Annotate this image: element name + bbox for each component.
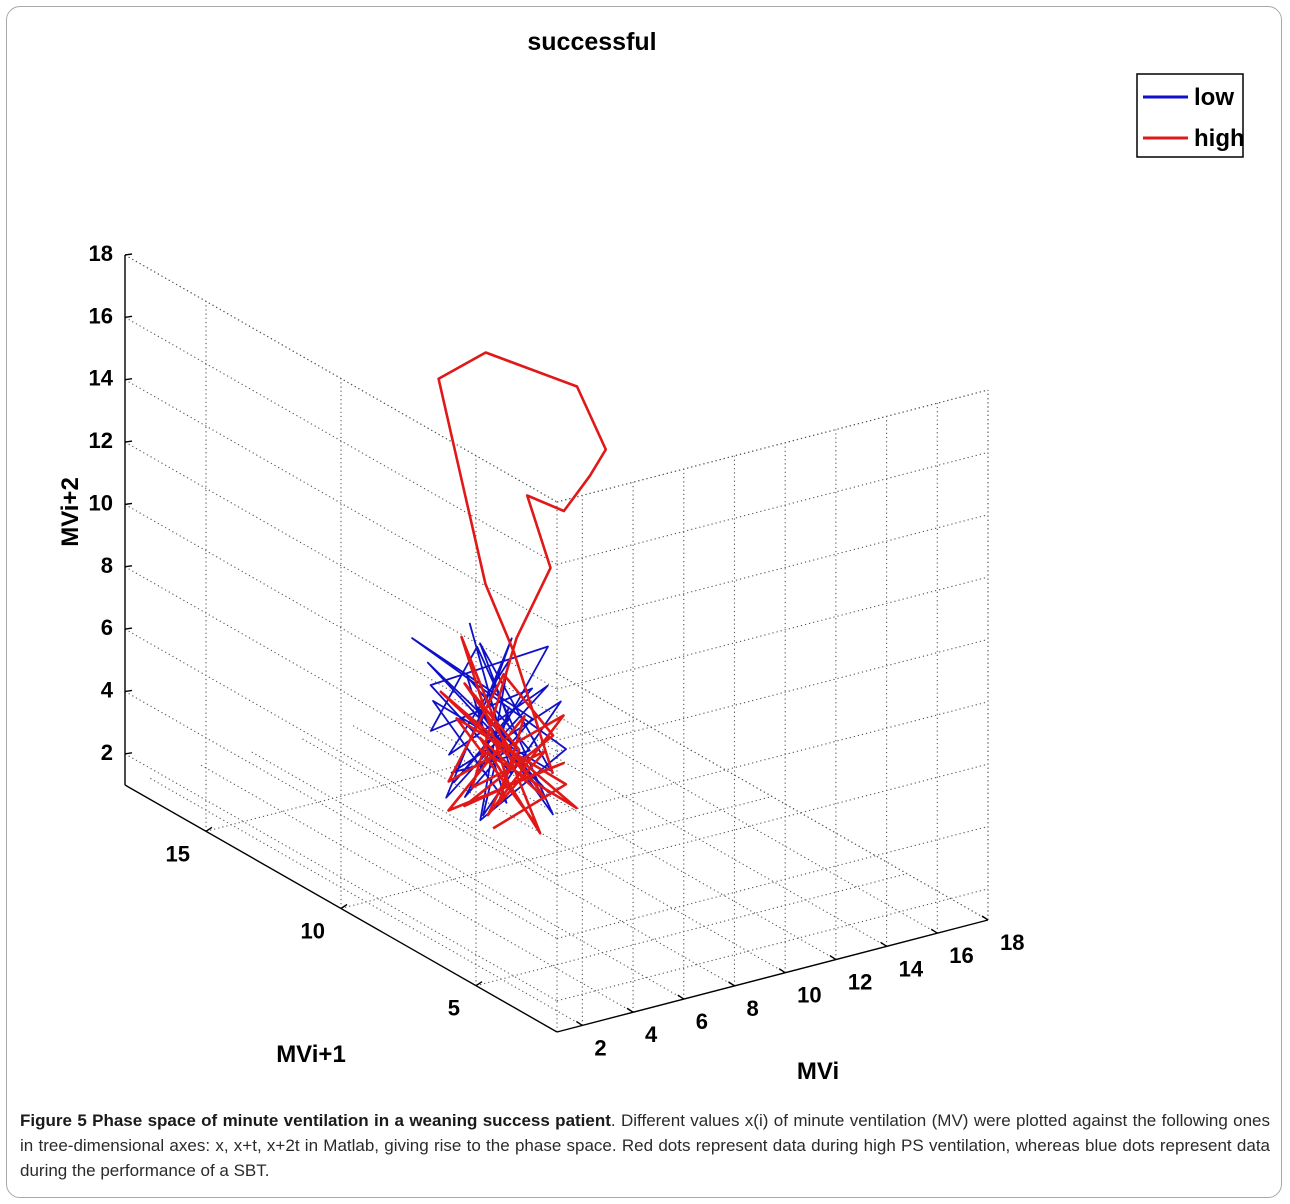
legend-box (1136, 73, 1244, 158)
x-tick-mark-5 (829, 954, 837, 961)
legend-label-low: low (1194, 84, 1234, 111)
z-tick-label-5: 12 (89, 428, 113, 453)
z-tick-mark-2 (124, 627, 133, 630)
series-line-high (437, 351, 608, 835)
legend: low high (1136, 73, 1245, 158)
grid-line-left-z-3 (124, 566, 558, 815)
y-tick-mark-2 (205, 826, 213, 832)
z-tick-label-0: 2 (101, 740, 113, 765)
grid-line-floor-x-7 (505, 685, 938, 934)
z-tick-mark-7 (124, 315, 133, 319)
y-tick-label-0: 5 (448, 996, 460, 1021)
grid-line-back-z-2 (556, 763, 989, 877)
z-tick-mark-5 (124, 440, 133, 443)
x-tick-label-8: 18 (1000, 930, 1024, 955)
phase-space-chart: 2 4 6 8 10 12 14 16 18 5 10 15 2 4 6 8 10 12 14 16 18 succes… (57, 28, 1245, 1085)
z-tick-label-7: 16 (89, 303, 113, 328)
z-tick-mark-4 (124, 502, 133, 506)
grid-line-floor-y-0 (475, 873, 908, 987)
x-tick-label-6: 14 (899, 956, 924, 981)
grid-line-back-z-3 (556, 701, 989, 815)
axes-layer: 2 4 6 8 10 12 14 16 18 5 10 15 2 4 6 8 10 12 14 16 18 (89, 241, 1025, 1060)
grid-line-left-z-0 (124, 753, 558, 1002)
x-tick-label-2: 6 (696, 1009, 708, 1034)
z-tick-label-6: 14 (89, 366, 114, 391)
y-tick-mark-1 (340, 903, 348, 910)
box-edge-top-back (556, 389, 989, 503)
caption-text: . Different values x(i) of minute ventil… (20, 1111, 1270, 1180)
grid-line-back-z-1 (556, 825, 989, 940)
figure-caption: Figure 5 Phase space of minute ventilati… (20, 1108, 1270, 1183)
z-tick-label-1: 4 (101, 677, 114, 702)
x-tick-mark-0 (575, 1020, 583, 1026)
x-tick-mark-6 (880, 941, 887, 947)
series-layer (411, 351, 608, 835)
x-tick-mark-4 (778, 968, 786, 974)
x-tick-mark-8 (981, 915, 989, 921)
grid-line-left-z-4 (124, 503, 558, 752)
x-axis-label: MVi (797, 1058, 839, 1085)
grid-line-floor-x-3 (302, 738, 735, 987)
x-tick-label-7: 16 (949, 943, 973, 968)
y-axis-label: MVi+1 (276, 1041, 346, 1068)
grid-line-back-z-0 (556, 888, 989, 1002)
x-axis-line (556, 919, 989, 1033)
z-tick-label-2: 6 (101, 615, 113, 640)
grid-line-floor-x-5 (403, 712, 837, 961)
box-edge-floor-right (555, 672, 989, 921)
z-tick-mark-3 (124, 565, 133, 568)
figure-frame (6, 6, 1282, 1198)
z-tick-mark-6 (124, 378, 133, 381)
grid-line-left-z-2 (124, 628, 558, 877)
grid-line-back-z-7 (556, 451, 989, 565)
y-tick-mark-0 (475, 981, 483, 987)
z-tick-label-3: 8 (101, 553, 113, 578)
y-tick-label-1: 10 (301, 919, 325, 944)
caption-title: Figure 5 Phase space of minute ventilati… (20, 1111, 611, 1130)
x-tick-label-4: 10 (797, 983, 821, 1008)
x-tick-mark-2 (677, 994, 685, 1000)
z-axis-label: MVi+2 (57, 477, 84, 547)
grid-layer (124, 254, 989, 1032)
x-tick-label-3: 8 (746, 996, 758, 1021)
grid-line-floor-x-1 (200, 764, 634, 1013)
z-tick-label-8: 18 (89, 241, 113, 266)
grid-line-left-z-7 (124, 316, 558, 565)
box-edge-top-left (124, 254, 558, 503)
chart-title: successful (527, 28, 656, 56)
z-tick-mark-8 (124, 253, 133, 256)
grid-line-back-z-6 (556, 514, 989, 628)
x-tick-label-5: 12 (848, 970, 872, 995)
grid-line-floor-y-1 (340, 795, 773, 910)
legend-label-high: high (1194, 125, 1245, 152)
y-tick-label-2: 15 (166, 841, 190, 866)
grid-line-left-z-1 (124, 690, 558, 939)
z-tick-mark-1 (124, 689, 133, 693)
z-tick-mark-0 (124, 752, 133, 755)
grid-line-back-z-5 (556, 576, 989, 690)
grid-line-back-z-4 (556, 638, 989, 752)
x-tick-mark-7 (930, 928, 938, 934)
grid-line-floor-y-2 (205, 718, 638, 832)
x-tick-mark-1 (626, 1007, 634, 1013)
x-tick-label-0: 2 (594, 1035, 606, 1060)
grid-line-left-z-5 (124, 441, 558, 690)
x-tick-label-1: 4 (645, 1022, 658, 1047)
grid-line-left-z-6 (124, 379, 558, 628)
x-tick-mark-3 (728, 981, 735, 987)
z-tick-label-4: 10 (89, 490, 113, 515)
